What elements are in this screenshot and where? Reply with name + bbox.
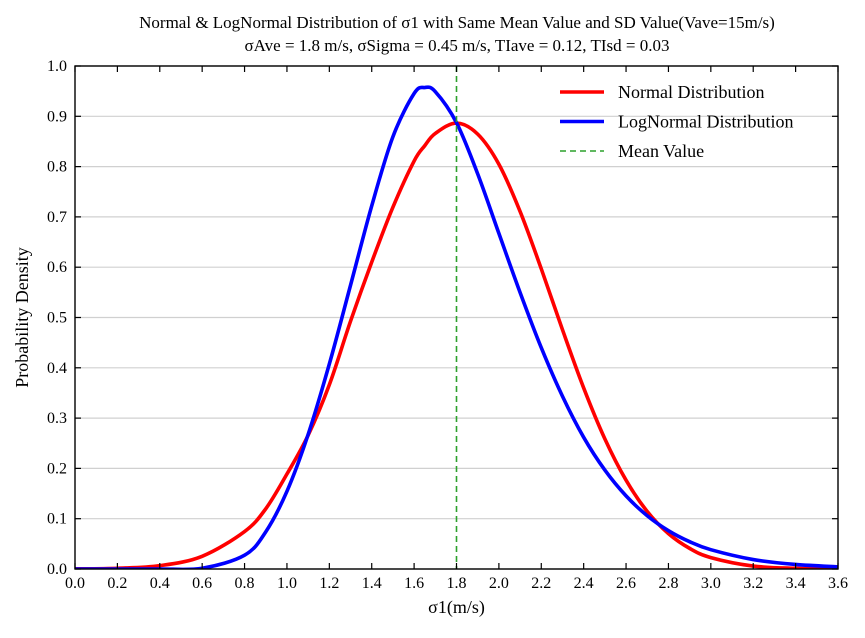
y-tick-label: 0.2 <box>47 460 67 477</box>
y-tick-label: 0.3 <box>47 410 67 427</box>
x-tick-label: 0.8 <box>235 575 255 592</box>
ticks-layer: 0.0 0.2 0.4 0.6 0.8 1.0 1.2 1.4 1.6 1.8 2.0 2.2 2.4 2… <box>47 58 848 592</box>
y-tick-label: 0.9 <box>47 108 67 125</box>
x-tick-label: 2.0 <box>489 575 509 592</box>
x-tick-label: 1.4 <box>362 575 382 592</box>
x-axis-title: σ1(m/s) <box>428 597 485 618</box>
y-axis-title: Probability Density <box>12 247 32 388</box>
y-tick-label: 0.6 <box>47 259 67 276</box>
x-tick-label: 1.0 <box>277 575 297 592</box>
x-tick-label: 0.4 <box>150 575 170 592</box>
series-lognormal-line <box>75 85 838 569</box>
legend-label: Mean Value <box>618 141 704 161</box>
x-tick-label: 0.0 <box>65 575 85 592</box>
x-tick-label: 3.2 <box>743 575 763 592</box>
x-tick-label: 3.4 <box>786 575 806 592</box>
chart-subtitle: σAve = 1.8 m/s, σSigma = 0.45 m/s, TIave… <box>245 36 670 55</box>
x-tick-label: 2.8 <box>658 575 678 592</box>
x-tick-label: 1.6 <box>404 575 424 592</box>
x-tick-label: 1.2 <box>319 575 339 592</box>
y-tick-label: 0.1 <box>47 511 67 528</box>
legend-label: LogNormal Distribution <box>618 112 793 132</box>
legend-label: Normal Distribution <box>618 82 765 102</box>
chart-legend: Normal Distribution LogNormal Distributio… <box>560 82 793 161</box>
x-tick-label: 2.2 <box>531 575 551 592</box>
x-tick-label: 2.6 <box>616 575 636 592</box>
x-tick-label: 0.6 <box>192 575 212 592</box>
y-tick-label: 0.7 <box>47 209 67 226</box>
x-tick-label: 3.6 <box>828 575 848 592</box>
series-layer <box>75 66 838 569</box>
y-tick-label: 0.0 <box>47 561 67 578</box>
y-tick-label: 0.5 <box>47 310 67 327</box>
y-tick-label: 0.8 <box>47 159 67 176</box>
x-tick-label: 3.0 <box>701 575 721 592</box>
chart-title: Normal & LogNormal Distribution of σ1 wi… <box>139 13 775 32</box>
y-tick-label: 1.0 <box>47 58 67 75</box>
x-tick-label: 2.4 <box>574 575 594 592</box>
y-tick-label: 0.4 <box>47 360 67 377</box>
x-tick-label: 1.8 <box>447 575 467 592</box>
x-tick-label: 0.2 <box>107 575 127 592</box>
